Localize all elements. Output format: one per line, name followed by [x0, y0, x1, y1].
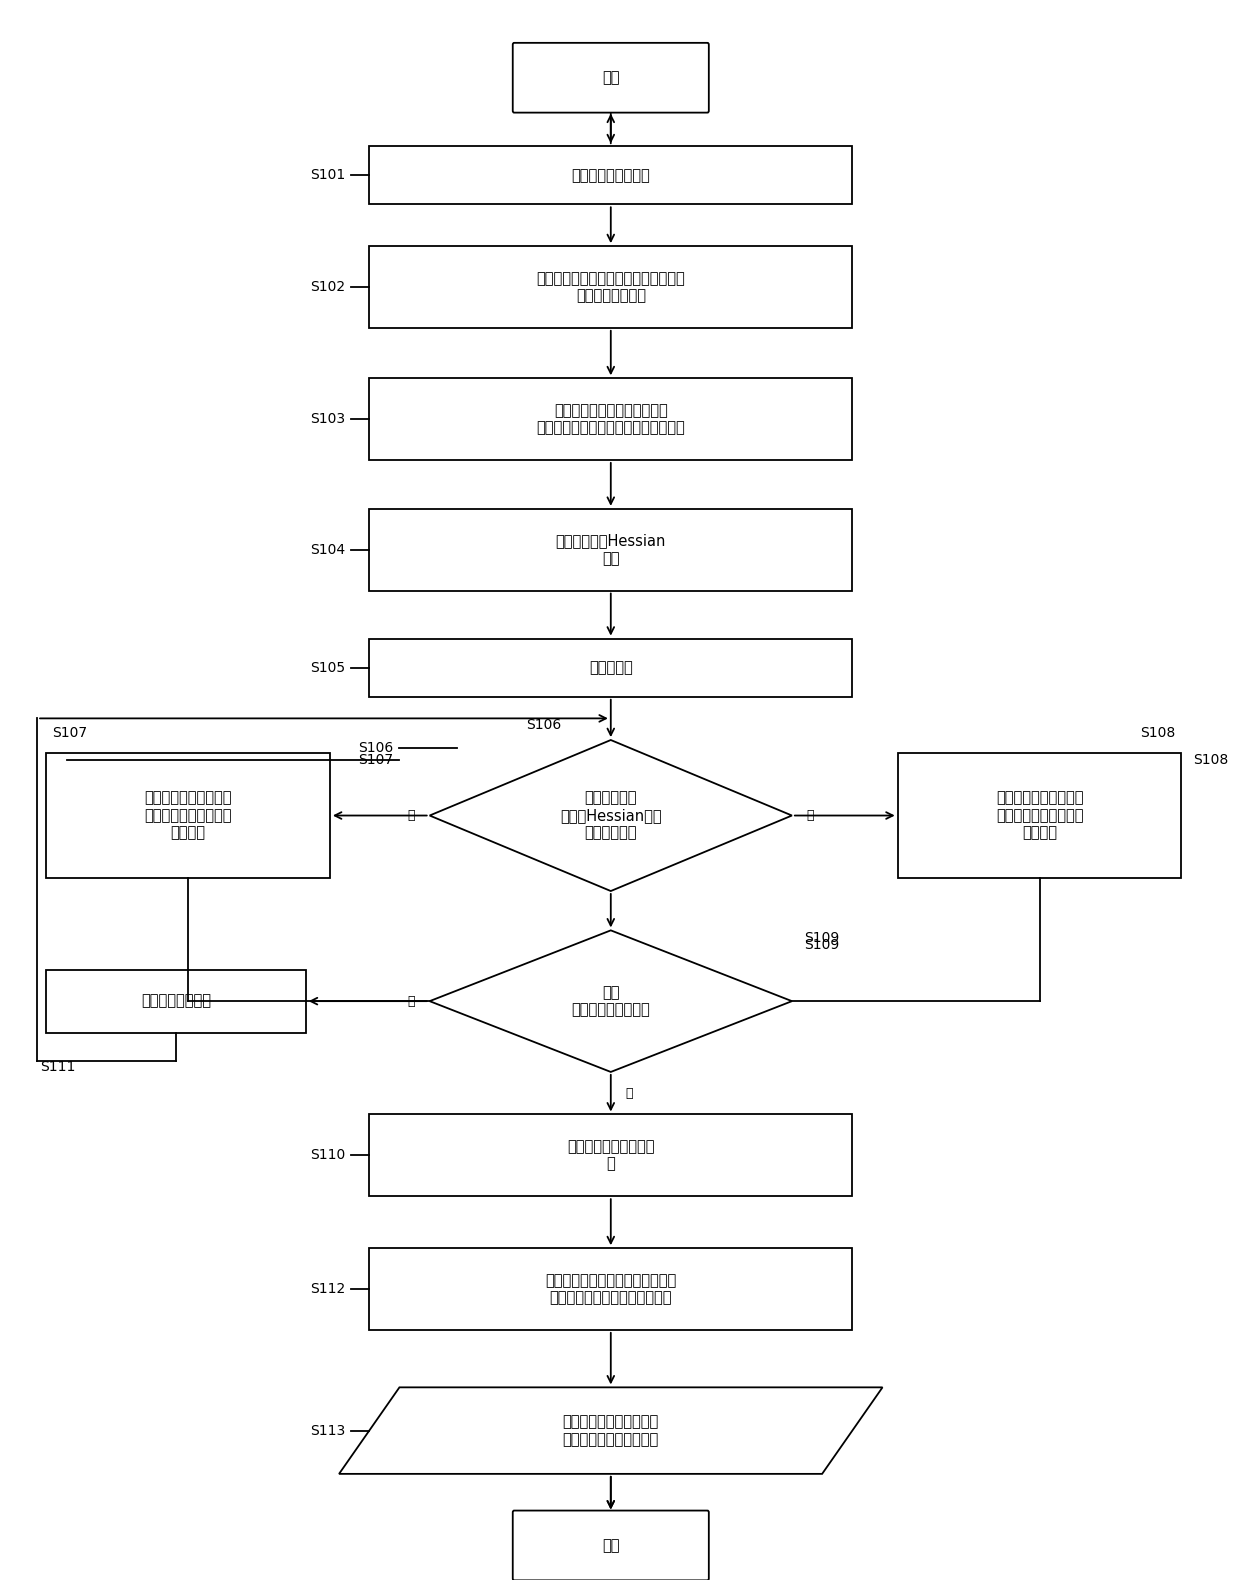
- Text: 模型坐标系与绝对坐标系进行匹配，并
对工件曲面离散化: 模型坐标系与绝对坐标系进行匹配，并 对工件曲面离散化: [537, 271, 686, 303]
- Text: 选择邻域外下一点: 选择邻域外下一点: [141, 993, 211, 1009]
- Text: S105: S105: [310, 660, 345, 674]
- Polygon shape: [429, 740, 792, 890]
- Text: S104: S104: [310, 543, 345, 557]
- Text: 是否
遍历整个工件曲面？: 是否 遍历整个工件曲面？: [572, 986, 650, 1017]
- Text: S113: S113: [310, 1424, 345, 1438]
- Text: S106: S106: [358, 741, 393, 755]
- Text: 是: 是: [625, 1087, 632, 1100]
- Text: 在点邻域内，
各点的Hessian矩阵
是否均为负？: 在点邻域内， 各点的Hessian矩阵 是否均为负？: [560, 790, 662, 841]
- Text: S109: S109: [804, 932, 839, 946]
- Text: S108: S108: [1193, 754, 1229, 768]
- Bar: [370, 146, 852, 205]
- Text: 开始: 开始: [603, 70, 620, 86]
- Text: 否: 否: [408, 995, 415, 1008]
- Text: S108: S108: [1140, 725, 1176, 740]
- Polygon shape: [429, 930, 792, 1071]
- Text: 建立一个绝对坐标系: 建立一个绝对坐标系: [572, 168, 650, 183]
- Text: 该邻域代表的曲面区域
为凹曲面，归并到凹曲
面集合中: 该邻域代表的曲面区域 为凹曲面，归并到凹曲 面集合中: [996, 790, 1084, 841]
- Polygon shape: [339, 1387, 883, 1474]
- Text: 将参数化的凸曲面按扇形柱面形式
做近似划分，记为扇形柱面集合: 将参数化的凸曲面按扇形柱面形式 做近似划分，记为扇形柱面集合: [546, 1273, 676, 1305]
- Text: 是: 是: [408, 809, 415, 822]
- Text: S111: S111: [40, 1060, 76, 1074]
- Text: S106: S106: [526, 719, 562, 732]
- Text: 否: 否: [806, 809, 813, 822]
- Text: S107: S107: [52, 725, 87, 740]
- Text: S112: S112: [310, 1282, 345, 1297]
- Text: 结束: 结束: [603, 1538, 620, 1554]
- Bar: [370, 638, 852, 697]
- Bar: [370, 1247, 852, 1330]
- Text: 选择初始点: 选择初始点: [589, 660, 632, 674]
- Text: 该邻域代表的曲面区域
为凸曲面，归并到凸曲
面集合中: 该邻域代表的曲面区域 为凸曲面，归并到凸曲 面集合中: [144, 790, 232, 841]
- Bar: [370, 509, 852, 590]
- Text: S107: S107: [358, 754, 393, 768]
- Bar: [46, 970, 306, 1033]
- Text: S109: S109: [804, 938, 839, 952]
- Text: S102: S102: [310, 279, 345, 294]
- Bar: [370, 378, 852, 460]
- Bar: [46, 752, 330, 879]
- Text: 求出各点处的Hessian
矩阵: 求出各点处的Hessian 矩阵: [556, 533, 666, 567]
- Text: 由曲率线将凸曲面参数
化: 由曲率线将凸曲面参数 化: [567, 1139, 655, 1171]
- Bar: [370, 1114, 852, 1197]
- FancyBboxPatch shape: [513, 43, 709, 113]
- Text: S110: S110: [310, 1149, 345, 1162]
- Bar: [370, 246, 852, 329]
- FancyBboxPatch shape: [513, 1511, 709, 1581]
- Text: S103: S103: [310, 413, 345, 425]
- Text: 包络角、包络半径、包络
区域宽度等磨抛加工尺寸: 包络角、包络半径、包络 区域宽度等磨抛加工尺寸: [563, 1414, 658, 1447]
- Text: S101: S101: [310, 168, 345, 183]
- Bar: [898, 752, 1182, 879]
- Text: 取出一个具有代表性的点集，
由点集拟合出表征工件曲面的二元函数: 取出一个具有代表性的点集， 由点集拟合出表征工件曲面的二元函数: [537, 403, 686, 435]
